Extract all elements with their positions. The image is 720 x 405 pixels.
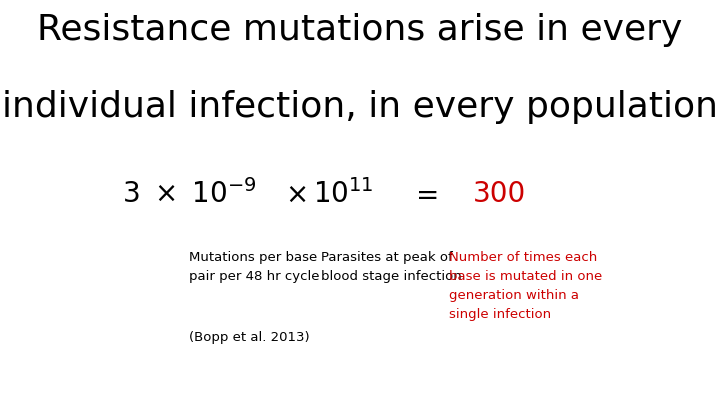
Text: $=$: $=$ xyxy=(410,181,438,209)
Text: individual infection, in every population: individual infection, in every populatio… xyxy=(2,90,718,124)
Text: Number of times each
base is mutated in one
generation within a
single infection: Number of times each base is mutated in … xyxy=(449,251,603,321)
Text: $10^{11}$: $10^{11}$ xyxy=(313,179,374,209)
Text: (Bopp et al. 2013): (Bopp et al. 2013) xyxy=(189,331,310,344)
Text: $\times$: $\times$ xyxy=(285,181,307,209)
Text: 300: 300 xyxy=(473,181,526,209)
Text: $3\ \times\ 10^{-9}$: $3\ \times\ 10^{-9}$ xyxy=(122,179,257,209)
Text: Resistance mutations arise in every: Resistance mutations arise in every xyxy=(37,13,683,47)
Text: Parasites at peak of
blood stage infection: Parasites at peak of blood stage infecti… xyxy=(321,251,462,283)
Text: Mutations per base
pair per 48 hr cycle: Mutations per base pair per 48 hr cycle xyxy=(189,251,320,283)
